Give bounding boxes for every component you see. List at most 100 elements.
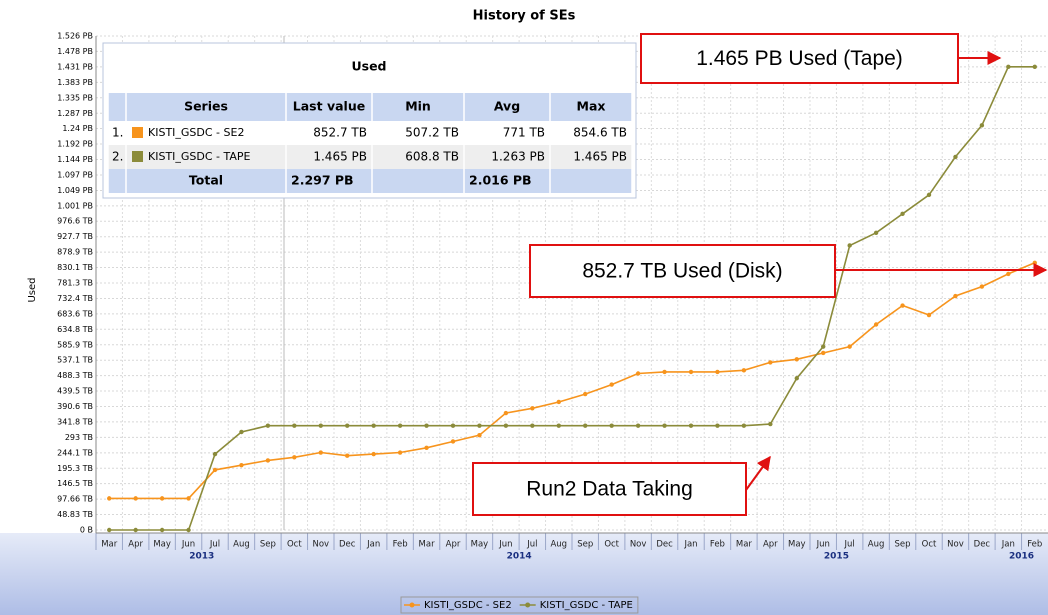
- point: [265, 423, 271, 428]
- table-swatch: [132, 127, 143, 138]
- point: [397, 423, 403, 428]
- point: [1006, 271, 1011, 277]
- point: [239, 462, 244, 468]
- y-tick-label: 1.097 PB: [57, 170, 93, 179]
- point: [953, 154, 958, 160]
- x-tick-label: Aug: [868, 540, 885, 550]
- y-tick-label: 146.5 TB: [57, 479, 93, 488]
- table-cell: 507.2 TB: [405, 126, 459, 140]
- point: [1006, 64, 1011, 70]
- x-tick-label: Feb: [710, 540, 725, 550]
- legend-box: [400, 596, 639, 614]
- point: [159, 496, 165, 501]
- table-cell: 852.7 TB: [313, 126, 367, 140]
- y-tick-label: 976.6 TB: [57, 217, 93, 226]
- series-line: [109, 262, 1036, 500]
- point: [979, 123, 985, 128]
- point: [345, 423, 350, 428]
- table-swatch: [132, 151, 143, 162]
- point: [371, 451, 376, 457]
- point: [609, 423, 614, 428]
- point: [530, 423, 535, 428]
- x-tick-label: Mar: [736, 540, 753, 550]
- table-header: Max: [577, 99, 606, 114]
- table-total-cell: 2.016 PB: [469, 173, 532, 188]
- x-tick-label: Apr: [763, 540, 778, 550]
- table-header: Series: [184, 99, 228, 114]
- y-tick-label: 1.431 PB: [57, 62, 93, 71]
- table-total-bg: [108, 169, 632, 193]
- point: [345, 453, 350, 458]
- point: [212, 451, 218, 457]
- y-tick-label: 195.3 TB: [57, 464, 93, 473]
- table-header: Last value: [293, 99, 365, 114]
- x-tick-label: Jul: [526, 540, 537, 550]
- y-tick-label: 781.3 TB: [57, 278, 93, 287]
- x-year-label: 2015: [824, 552, 849, 562]
- point: [794, 376, 799, 381]
- x-tick-label: Oct: [287, 540, 302, 550]
- x-tick-label: Jun: [498, 540, 512, 550]
- point: [715, 369, 720, 375]
- table-row-bg: [108, 121, 632, 145]
- point: [583, 423, 588, 428]
- axis-band: [0, 533, 1048, 615]
- point: [688, 423, 694, 428]
- point: [239, 429, 244, 435]
- annotation-text: 1.465 PB Used (Tape): [696, 47, 903, 70]
- y-tick-label: 830.1 TB: [57, 263, 93, 272]
- annotation-box: [640, 33, 959, 84]
- point: [873, 230, 879, 236]
- y-tick-label: 341.8 TB: [57, 417, 93, 426]
- y-tick-label: 585.9 TB: [57, 340, 93, 349]
- y-tick-label: 48.83 TB: [57, 510, 93, 519]
- annotation-text: 852.7 TB Used (Disk): [582, 260, 782, 283]
- point: [212, 467, 218, 473]
- point: [688, 369, 694, 375]
- x-tick-label: Dec: [656, 540, 673, 550]
- point: [186, 496, 191, 501]
- x-tick-label: Jul: [209, 540, 220, 550]
- point: [873, 322, 879, 327]
- x-tick-label: Jan: [366, 540, 380, 550]
- point: [741, 368, 747, 373]
- x-tick-label: Jul: [844, 540, 855, 550]
- point: [424, 423, 429, 428]
- point: [583, 391, 588, 397]
- legend-marker: [525, 602, 531, 608]
- point: [635, 371, 641, 376]
- series-line: [109, 66, 1035, 531]
- legend-label: KISTI_GSDC - SE2: [424, 600, 512, 611]
- chart-title: History of SEs: [473, 9, 576, 24]
- legend-marker: [409, 602, 415, 608]
- y-tick-label: 1.049 PB: [57, 186, 93, 195]
- table-total-label: Total: [189, 173, 223, 188]
- table-title: Used: [351, 59, 386, 74]
- y-tick-label: 683.6 TB: [57, 309, 93, 318]
- x-tick-label: May: [471, 540, 489, 550]
- x-tick-label: Jan: [1001, 540, 1015, 550]
- y-tick-label: 1.526 PB: [57, 32, 93, 41]
- annotation-box: [472, 462, 747, 516]
- x-year-label: 2016: [1009, 552, 1034, 562]
- point: [450, 439, 456, 444]
- x-tick-label: Jun: [816, 540, 830, 550]
- x-tick-label: Nov: [947, 540, 964, 550]
- table-total-cell: 2.297 PB: [291, 173, 354, 188]
- x-tick-label: Mar: [101, 540, 118, 550]
- point: [1032, 260, 1037, 266]
- point: [900, 211, 905, 217]
- x-year-label: 2014: [507, 552, 532, 562]
- point: [503, 410, 509, 416]
- table-cell: 771 TB: [503, 126, 545, 140]
- point: [635, 423, 641, 428]
- table-header-bg: [108, 93, 632, 121]
- point: [926, 192, 932, 198]
- point: [847, 344, 852, 349]
- x-tick-label: Nov: [630, 540, 647, 550]
- x-tick-label: Feb: [393, 540, 408, 550]
- x-tick-label: Apr: [446, 540, 461, 550]
- x-tick-label: Dec: [339, 540, 356, 550]
- table-header: Min: [405, 99, 431, 114]
- y-tick-label: 390.6 TB: [57, 402, 93, 411]
